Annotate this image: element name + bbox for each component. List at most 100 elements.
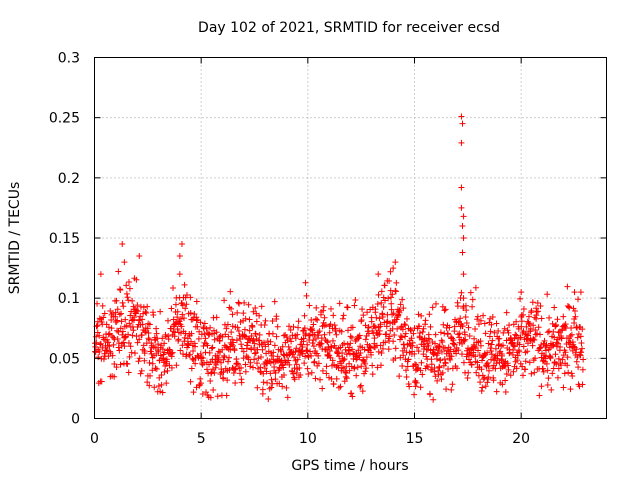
- data-point: [388, 300, 395, 307]
- data-point: [236, 300, 243, 307]
- data-point: [479, 384, 486, 391]
- data-point: [579, 381, 586, 388]
- data-point: [433, 356, 440, 363]
- data-point: [295, 324, 302, 331]
- data-point: [371, 335, 378, 342]
- data-point: [201, 320, 208, 327]
- data-point: [219, 346, 226, 353]
- data-point: [137, 303, 144, 310]
- data-point: [275, 367, 282, 374]
- data-point: [161, 369, 168, 376]
- data-point: [417, 367, 424, 374]
- data-point: [375, 271, 382, 278]
- data-point: [549, 370, 556, 377]
- data-point: [134, 339, 141, 346]
- data-point: [225, 333, 232, 340]
- data-point: [454, 303, 461, 310]
- data-point: [486, 333, 493, 340]
- data-point: [287, 326, 294, 333]
- data-point: [206, 349, 213, 356]
- data-point: [469, 303, 476, 310]
- data-point: [347, 333, 354, 340]
- data-point: [539, 365, 546, 372]
- data-point: [410, 330, 417, 337]
- data-point: [204, 342, 211, 349]
- data-point: [163, 380, 170, 387]
- data-point: [208, 369, 215, 376]
- data-point: [504, 327, 511, 334]
- data-point: [183, 301, 190, 308]
- data-point: [401, 345, 408, 352]
- data-point: [542, 347, 549, 354]
- data-point: [570, 343, 577, 350]
- data-point: [482, 383, 489, 390]
- x-tick-label: 0: [90, 431, 99, 447]
- data-point: [374, 331, 381, 338]
- data-point: [97, 271, 104, 278]
- x-tick-label: 10: [299, 431, 317, 447]
- data-point: [548, 386, 555, 393]
- data-point: [136, 317, 143, 324]
- data-point: [429, 304, 436, 311]
- data-point: [294, 356, 301, 363]
- data-point: [529, 342, 536, 349]
- data-point: [97, 341, 104, 348]
- data-point: [322, 322, 329, 329]
- data-point: [460, 213, 467, 220]
- data-point: [321, 314, 328, 321]
- data-point: [484, 360, 491, 367]
- data-point: [164, 317, 171, 324]
- data-point: [99, 302, 106, 309]
- data-point: [351, 302, 358, 309]
- data-point: [459, 120, 466, 127]
- data-point: [414, 344, 421, 351]
- data-point: [343, 369, 350, 376]
- data-point: [518, 318, 525, 325]
- data-point: [357, 349, 364, 356]
- data-point: [416, 329, 423, 336]
- data-point: [245, 301, 252, 308]
- data-point: [216, 337, 223, 344]
- data-point: [505, 329, 512, 336]
- data-point: [493, 360, 500, 367]
- data-point: [377, 321, 384, 328]
- data-point: [405, 356, 412, 363]
- data-point: [174, 308, 181, 315]
- data-point: [456, 330, 463, 337]
- data-point: [286, 323, 293, 330]
- data-point: [105, 353, 112, 360]
- data-point: [564, 302, 571, 309]
- data-point: [331, 342, 338, 349]
- data-point: [287, 335, 294, 342]
- data-point: [127, 312, 134, 319]
- data-point: [193, 317, 200, 324]
- data-point: [471, 335, 478, 342]
- data-point: [523, 323, 530, 330]
- data-point: [392, 345, 399, 352]
- data-point: [470, 349, 477, 356]
- data-point: [250, 364, 257, 371]
- data-point: [313, 304, 320, 311]
- data-point: [330, 312, 337, 319]
- data-point: [349, 393, 356, 400]
- data-point: [485, 340, 492, 347]
- data-point: [443, 386, 450, 393]
- x-tick-label: 20: [512, 431, 530, 447]
- data-point: [309, 339, 316, 346]
- data-point: [531, 369, 538, 376]
- data-point: [126, 353, 133, 360]
- data-point: [124, 360, 131, 367]
- data-point: [415, 348, 422, 355]
- data-point: [544, 329, 551, 336]
- data-point: [545, 375, 552, 382]
- data-point: [474, 347, 481, 354]
- data-point: [459, 323, 466, 330]
- data-point: [177, 315, 184, 322]
- data-point: [411, 391, 418, 398]
- data-point: [124, 294, 131, 301]
- data-point: [341, 378, 348, 385]
- data-point: [179, 342, 186, 349]
- data-point: [286, 361, 293, 368]
- data-point: [170, 316, 177, 323]
- data-point: [477, 342, 484, 349]
